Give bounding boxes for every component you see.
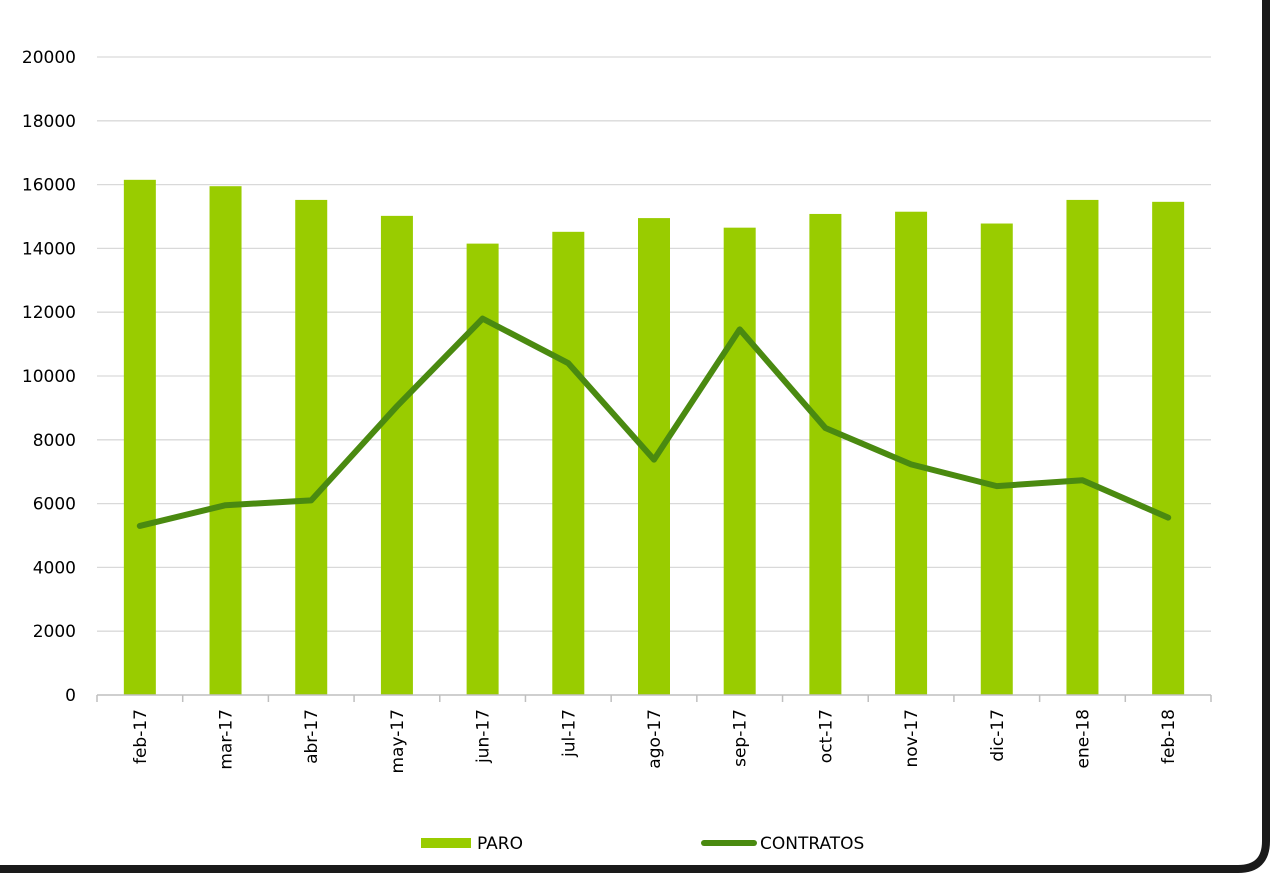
- legend-label-paro: PARO: [477, 834, 523, 854]
- y-tick-label: 6000: [33, 495, 76, 515]
- x-tick-label: may-17: [388, 709, 408, 774]
- bar-paro: [1152, 201, 1185, 696]
- y-tick-label: 18000: [22, 112, 76, 132]
- bar-paro: [123, 179, 156, 695]
- bar-paro: [466, 243, 499, 696]
- y-tick-label: 14000: [22, 239, 76, 259]
- x-tick-label: oct-17: [816, 709, 836, 763]
- x-tick-label: dic-17: [988, 709, 1008, 762]
- bar-paro: [809, 213, 842, 695]
- y-tick-label: 4000: [33, 558, 76, 578]
- x-tick-label: mar-17: [217, 709, 237, 770]
- x-tick-label: sep-17: [731, 709, 751, 767]
- y-tick-label: 16000: [22, 176, 76, 196]
- bar-paro: [209, 186, 242, 695]
- bar-paro: [723, 227, 756, 696]
- x-tick-label: jun-17: [474, 709, 494, 764]
- bar-paro: [380, 215, 413, 695]
- y-tick-label: 12000: [22, 303, 76, 323]
- legend: PARO CONTRATOS: [421, 834, 864, 854]
- bar-paro: [295, 199, 328, 696]
- bar-paro: [1066, 199, 1099, 696]
- x-tick-label: feb-17: [131, 709, 151, 764]
- y-tick-label: 8000: [33, 431, 76, 451]
- y-tick-label: 20000: [22, 48, 76, 68]
- y-tick-label: 2000: [33, 622, 76, 642]
- y-tick-label: 0: [65, 686, 76, 706]
- x-tick-label: ago-17: [645, 709, 665, 769]
- bar-paro: [895, 211, 928, 695]
- x-tick-label: jul-17: [559, 709, 579, 758]
- x-tick-label: abr-17: [302, 709, 322, 764]
- bar-paro: [552, 231, 585, 695]
- legend-label-contratos: CONTRATOS: [760, 834, 864, 854]
- x-tick-label: ene-18: [1073, 709, 1093, 768]
- bar-paro: [980, 223, 1013, 695]
- x-tick-label: nov-17: [902, 709, 922, 768]
- x-tick-label: feb-18: [1159, 709, 1179, 764]
- y-tick-label: 10000: [22, 367, 76, 387]
- legend-swatch-paro: [421, 838, 471, 848]
